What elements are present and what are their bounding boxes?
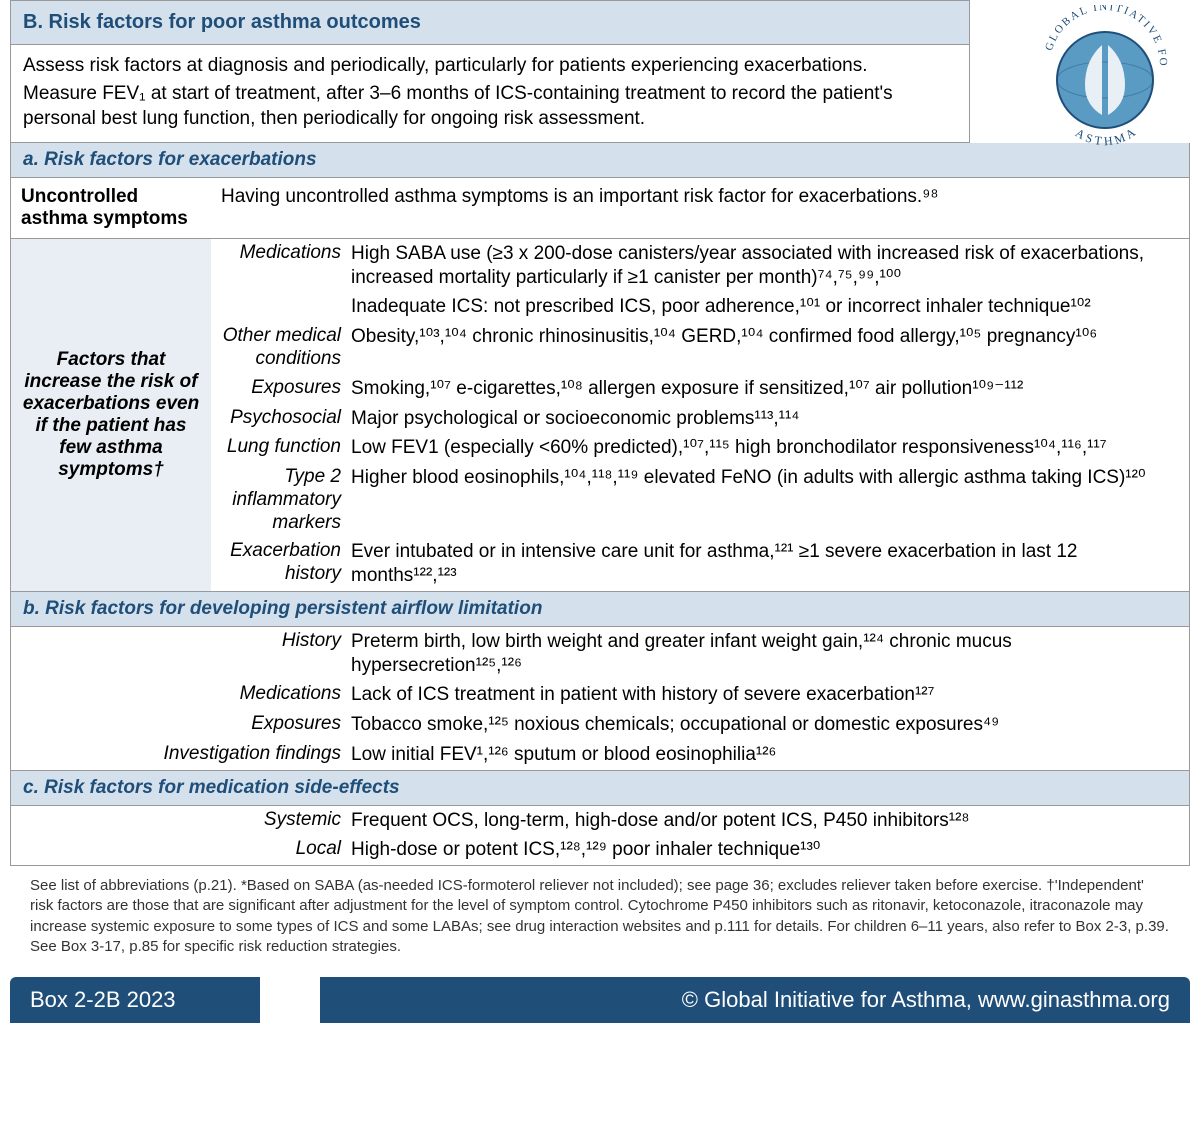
factor-text: High SABA use (≥3 x 200-dose canisters/y… [351, 242, 1189, 290]
uncontrolled-label: Uncontrolled asthma symptoms [11, 178, 211, 238]
factor-text: Obesity,¹⁰³,¹⁰⁴ chronic rhinosinusitis,¹… [351, 325, 1189, 371]
footer-box-label: Box 2-2B 2023 [10, 977, 260, 1023]
section-c-title: c. Risk factors for medication side-effe… [10, 771, 1190, 806]
factor-text: Frequent OCS, long-term, high-dose and/o… [351, 809, 1189, 833]
footnote: See list of abbreviations (p.21). *Based… [10, 866, 1190, 967]
factor-row: Lung functionLow FEV1 (especially <60% p… [211, 433, 1189, 463]
factor-label: Medications [211, 242, 351, 290]
section-c-factor-table: SystemicFrequent OCS, long-term, high-do… [11, 806, 1189, 866]
main-header: B. Risk factors for poor asthma outcomes [10, 0, 970, 45]
factor-label [211, 295, 351, 319]
intro-block: Assess risk factors at diagnosis and per… [10, 45, 970, 143]
factor-row: ExposuresSmoking,¹⁰⁷ e-cigarettes,¹⁰⁸ al… [211, 374, 1189, 404]
factor-text: Smoking,¹⁰⁷ e-cigarettes,¹⁰⁸ allergen ex… [351, 377, 1189, 401]
factors-label-text: Factors that increase the risk of exacer… [21, 349, 201, 481]
factor-label: Systemic [11, 809, 351, 833]
factor-row: Other medical conditionsObesity,¹⁰³,¹⁰⁴ … [211, 322, 1189, 374]
section-b-row: HistoryPreterm birth, low birth weight a… [10, 627, 1190, 771]
footer-bar: Box 2-2B 2023 © Global Initiative for As… [10, 977, 1190, 1023]
factor-text: Higher blood eosinophils,¹⁰⁴,¹¹⁸,¹¹⁹ ele… [351, 466, 1189, 534]
gina-logo: GLOBAL INITIATIVE FOR ASTHMA [1030, 5, 1180, 155]
section-b-title: b. Risk factors for developing persisten… [10, 592, 1190, 627]
section-a-title: a. Risk factors for exacerbations [10, 143, 1190, 178]
factor-row: SystemicFrequent OCS, long-term, high-do… [11, 806, 1189, 836]
factor-row: PsychosocialMajor psychological or socio… [211, 404, 1189, 434]
factor-text: Low initial FEV¹,¹²⁶ sputum or blood eos… [351, 743, 1189, 767]
factor-label: History [11, 630, 351, 678]
factor-label: Exposures [11, 713, 351, 737]
intro-line-1: Assess risk factors at diagnosis and per… [23, 53, 957, 79]
factors-shaded-label: Factors that increase the risk of exacer… [11, 239, 211, 591]
factor-label: Type 2 inflammatory markers [211, 466, 351, 534]
factor-row: HistoryPreterm birth, low birth weight a… [11, 627, 1189, 681]
section-a-factor-table: MedicationsHigh SABA use (≥3 x 200-dose … [211, 239, 1189, 591]
factor-text: Low FEV1 (especially <60% predicted),¹⁰⁷… [351, 436, 1189, 460]
factor-label: Exposures [211, 377, 351, 401]
uncontrolled-text: Having uncontrolled asthma symptoms is a… [211, 178, 1189, 238]
section-c-row: SystemicFrequent OCS, long-term, high-do… [10, 806, 1190, 867]
factor-row: LocalHigh-dose or potent ICS,¹²⁸,¹²⁹ poo… [11, 835, 1189, 865]
factor-text: Ever intubated or in intensive care unit… [351, 540, 1189, 588]
intro-line-2: Measure FEV₁ at start of treatment, afte… [23, 81, 957, 132]
factor-row: Exacerbation historyEver intubated or in… [211, 537, 1189, 591]
footer-copyright: © Global Initiative for Asthma, www.gina… [320, 977, 1190, 1023]
factor-label: Lung function [211, 436, 351, 460]
factor-row: ExposuresTobacco smoke,¹²⁵ noxious chemi… [11, 710, 1189, 740]
factor-label: Psychosocial [211, 407, 351, 431]
factor-row: Inadequate ICS: not prescribed ICS, poor… [211, 292, 1189, 322]
factor-row: Type 2 inflammatory markersHigher blood … [211, 463, 1189, 537]
factor-text: Lack of ICS treatment in patient with hi… [351, 683, 1189, 707]
factor-label: Local [11, 838, 351, 862]
factor-text: High-dose or potent ICS,¹²⁸,¹²⁹ poor inh… [351, 838, 1189, 862]
factor-row: MedicationsLack of ICS treatment in pati… [11, 680, 1189, 710]
factor-text: Preterm birth, low birth weight and grea… [351, 630, 1189, 678]
factor-label: Investigation findings [11, 743, 351, 767]
factor-text: Tobacco smoke,¹²⁵ noxious chemicals; occ… [351, 713, 1189, 737]
factor-label: Other medical conditions [211, 325, 351, 371]
factor-label: Medications [11, 683, 351, 707]
factor-text: Inadequate ICS: not prescribed ICS, poor… [351, 295, 1189, 319]
factor-row: MedicationsHigh SABA use (≥3 x 200-dose … [211, 239, 1189, 293]
factor-label: Exacerbation history [211, 540, 351, 588]
section-b-factor-table: HistoryPreterm birth, low birth weight a… [11, 627, 1189, 770]
factors-row: Factors that increase the risk of exacer… [10, 239, 1190, 592]
uncontrolled-row: Uncontrolled asthma symptoms Having unco… [10, 178, 1190, 239]
factor-row: Investigation findingsLow initial FEV¹,¹… [11, 740, 1189, 770]
factor-text: Major psychological or socioeconomic pro… [351, 407, 1189, 431]
